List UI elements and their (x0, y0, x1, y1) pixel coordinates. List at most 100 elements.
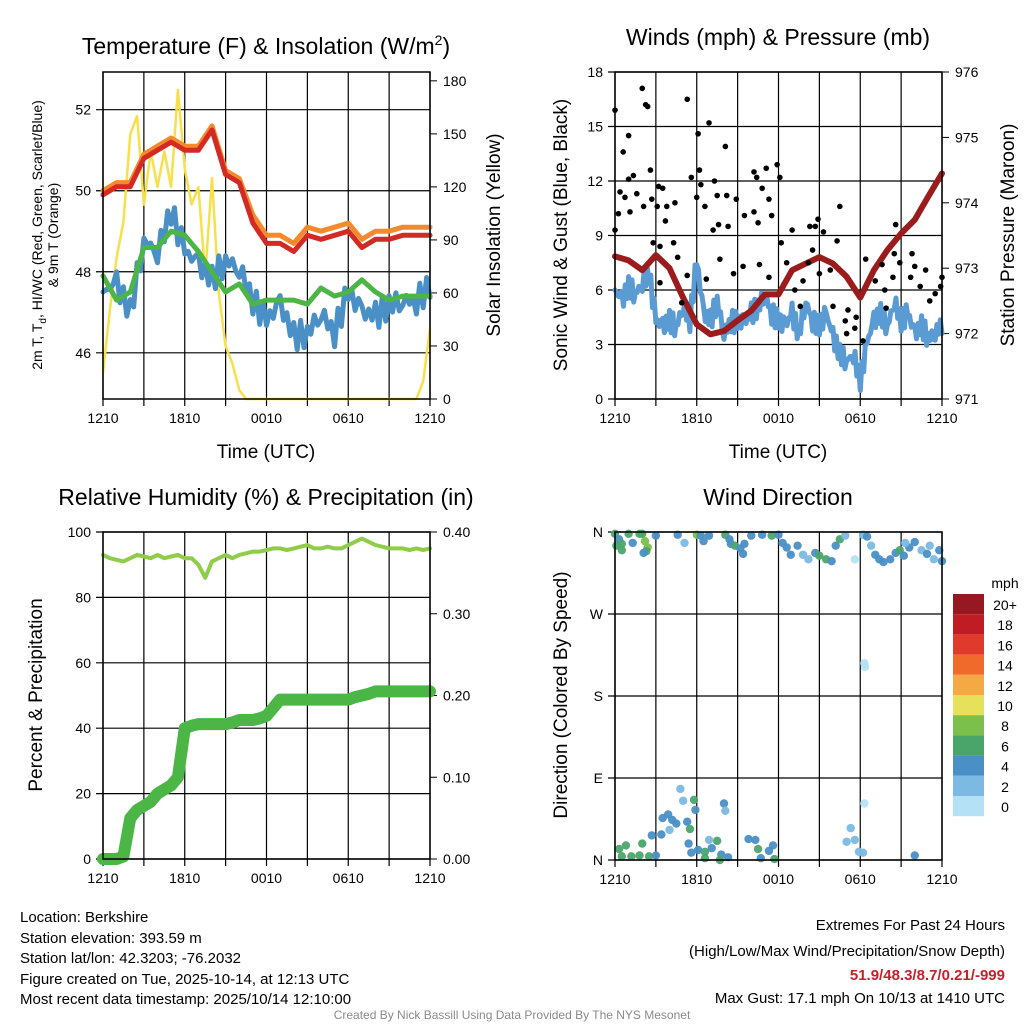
legend-label: 18 (997, 617, 1013, 633)
gust-point (622, 194, 628, 201)
gust-point (881, 287, 888, 293)
y2-tick-label: 30 (443, 338, 459, 354)
wind-direction-point (638, 529, 647, 539)
pressure-ylabel: Station Pressure (Maroon) (998, 124, 1019, 347)
gust-point (696, 167, 703, 173)
wind-direction-point (768, 841, 778, 850)
extremes-title: Extremes For Past 24 Hours (816, 917, 1005, 934)
gust-point (703, 276, 710, 282)
wind-direction-point (910, 537, 919, 547)
wind-direction-point (842, 837, 851, 846)
rh-chart-title: Relative Humidity (%) & Precipitation (i… (58, 484, 473, 510)
gust-point (853, 314, 859, 321)
station-info: Location: Berkshire Station elevation: 3… (20, 909, 351, 1008)
gust-point (640, 203, 647, 210)
y2-tick-label: 180 (443, 73, 467, 89)
y-tick-label: 0 (595, 391, 603, 407)
x-tick-label: 1210 (926, 871, 957, 887)
winds-xlabel: Time (UTC) (729, 442, 828, 463)
y-tick-label: S (594, 688, 603, 704)
legend-swatch (953, 654, 984, 675)
wind-direction-point (922, 549, 932, 559)
gust-point (684, 272, 691, 279)
gust-point (715, 221, 722, 228)
x-tick-label: 0010 (763, 871, 794, 887)
y-tick-label: 20 (75, 786, 91, 802)
wind-direction-point (707, 843, 716, 853)
gust-point (862, 256, 869, 262)
gust-point (860, 338, 866, 344)
wind-direction-point (846, 823, 855, 833)
wind-direction-point (687, 848, 696, 857)
gust-point (843, 330, 850, 337)
gust-point (648, 196, 655, 202)
extremes-subtitle: (High/Low/Max Wind/Precipitation/Snow De… (689, 943, 1005, 960)
x-tick-label: 1810 (681, 871, 712, 887)
x-tick-label: 0010 (251, 870, 282, 886)
y2-tick-label: 971 (955, 391, 979, 407)
gust-point (789, 227, 795, 233)
gust-point (777, 174, 783, 181)
ylabel-part: 2m T, T (29, 323, 45, 370)
legend-swatch (953, 695, 984, 716)
latlon-text: Station lat/lon: 42.3203; -76.2032 (20, 950, 241, 967)
gust-point (872, 278, 879, 284)
x-tick-label: 0610 (333, 870, 364, 886)
wind-direction-point (831, 541, 840, 550)
ylabel-part: , HI/WC (Red, Green, Scarlet/Blue) (29, 100, 45, 318)
legend-swatch (953, 674, 984, 695)
wind-direction-point (879, 557, 888, 567)
gust-point (820, 229, 827, 235)
series-pressure (612, 170, 945, 338)
wind-direction-point (767, 531, 776, 540)
wind-direction-point (700, 847, 710, 856)
gust-point (774, 161, 780, 168)
wind-direction-point (744, 834, 753, 844)
series-relative-humidity (101, 536, 432, 580)
gust-point (932, 290, 938, 297)
y2-tick-label: 0.10 (443, 769, 470, 785)
y2-tick-label: 60 (443, 285, 459, 301)
y2-tick-label: 0.30 (443, 606, 470, 622)
gust-point (783, 259, 790, 266)
wind-direction-point (651, 851, 661, 860)
wind-direction-point (929, 555, 939, 564)
wind-direction-point (617, 852, 627, 861)
y-tick-label: 18 (587, 64, 603, 80)
gust-point (710, 227, 716, 233)
legend-label: 16 (997, 637, 1013, 653)
gust-point (698, 181, 704, 188)
wind-direction-point (685, 824, 695, 834)
wind-direction-point (704, 531, 714, 540)
chart-panel-1: 0 3 6 9 12 15 18 971 972 973 974 975 976 1210 1810 0010… (587, 64, 978, 426)
gust-point (751, 209, 757, 215)
y-tick-label: 6 (595, 282, 603, 298)
gust-point (892, 221, 899, 228)
gust-point (778, 239, 785, 246)
chart-panel-3: N E S W N 1210 1810 0010 0610 1210 (590, 524, 958, 887)
title-superscript: 2 (435, 32, 443, 48)
gust-point (657, 279, 663, 286)
wind-direction-point (786, 550, 795, 559)
legend-label: 2 (1001, 779, 1009, 795)
wind-direction-point (747, 531, 756, 540)
gust-point (891, 250, 898, 257)
temp-ylabel-line2: & 9m T (Orange) (45, 183, 61, 288)
x-tick-label: 1210 (87, 410, 118, 426)
wind-direction-point (651, 531, 661, 540)
legend-label: 20+ (993, 597, 1017, 613)
y-tick-label: 50 (75, 183, 91, 199)
wind-direction-point (676, 784, 685, 794)
wind-direction-point (693, 845, 703, 855)
plot-frame (102, 531, 431, 860)
wind-direction-point (665, 825, 674, 835)
created-text: Figure created on Tue, 2025-10-14, at 12… (20, 971, 350, 988)
wind-direction-point (628, 538, 637, 548)
wind-direction-point (886, 555, 895, 564)
gust-point (842, 318, 849, 324)
series-9m-t (100, 123, 433, 246)
y2-tick-label: 976 (955, 64, 979, 80)
legend-label: 4 (1001, 759, 1009, 775)
gust-point (672, 200, 678, 206)
gust-point (659, 185, 666, 192)
